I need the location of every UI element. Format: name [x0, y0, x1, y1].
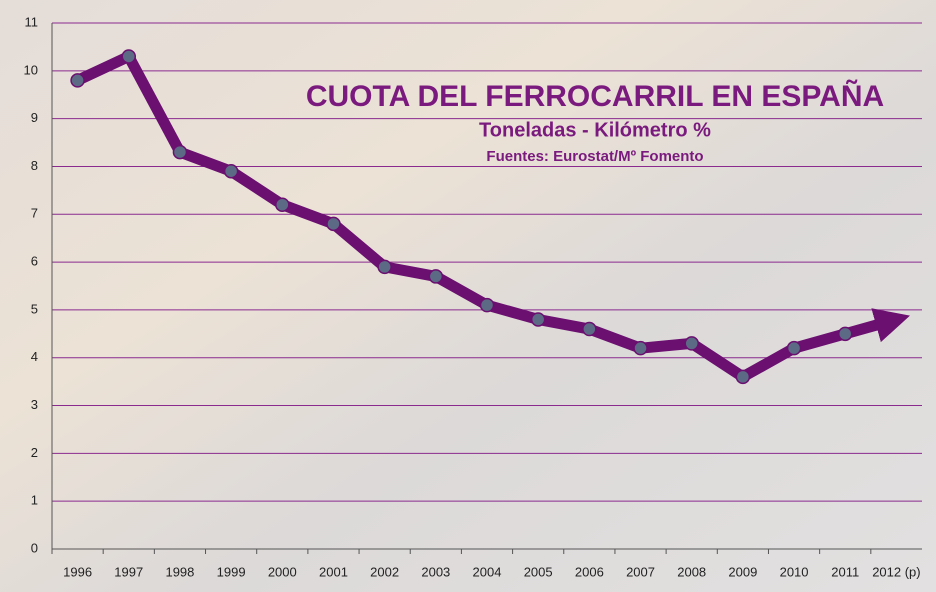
y-tick-label: 2 — [31, 445, 38, 460]
point-marker — [377, 259, 392, 275]
x-tick-label: 2002 — [370, 564, 399, 579]
y-tick-label: 3 — [31, 397, 38, 412]
y-tick-label: 0 — [31, 540, 38, 555]
x-tick-label: 2000 — [268, 564, 297, 579]
point-marker — [428, 269, 444, 284]
chart-subtitle: Toneladas - Kilómetro % — [479, 119, 711, 141]
point-marker — [326, 216, 341, 232]
x-tick-label: 2001 — [319, 564, 348, 579]
y-tick-label: 9 — [31, 110, 38, 125]
point-marker — [684, 336, 699, 351]
point-marker — [70, 73, 85, 88]
y-tick-label: 5 — [31, 301, 38, 316]
chart-source: Fuentes: Eurostat/Mº Fomento — [486, 148, 703, 165]
x-tick-label: 2003 — [421, 564, 450, 579]
x-tick-label: 2009 — [728, 564, 757, 579]
point-marker — [121, 49, 137, 64]
chart-title: CUOTA DEL FERROCARRIL EN ESPAÑA — [306, 79, 884, 113]
point-marker — [172, 144, 188, 160]
y-tick-label: 7 — [31, 206, 38, 221]
x-tick-label: 2004 — [473, 564, 502, 579]
y-tick-label: 6 — [31, 254, 38, 269]
x-tick-label: 1997 — [114, 564, 143, 579]
x-tick-label: 2008 — [677, 564, 706, 579]
x-tick-label: 2012 (p) — [872, 564, 920, 579]
y-tick-label: 11 — [25, 14, 39, 29]
x-tick-label: 1999 — [217, 564, 246, 579]
x-tick-label: 2010 — [780, 564, 809, 579]
x-tick-label: 2011 — [831, 564, 859, 579]
x-tick-label: 2006 — [575, 564, 604, 579]
x-tick-label: 2005 — [524, 564, 553, 579]
y-tick-label: 1 — [31, 493, 38, 508]
point-marker — [530, 312, 546, 327]
point-marker — [735, 369, 751, 385]
y-tick-label: 10 — [24, 62, 38, 77]
point-marker — [479, 297, 495, 313]
point-marker — [633, 340, 648, 356]
point-marker — [275, 197, 290, 212]
y-tick-label: 8 — [31, 158, 38, 173]
point-marker — [786, 340, 802, 356]
x-tick-label: 1998 — [165, 564, 194, 579]
x-tick-label: 2007 — [626, 564, 655, 579]
y-tick-label: 4 — [31, 349, 38, 364]
point-marker — [223, 163, 239, 179]
point-marker — [837, 326, 853, 342]
x-tick-label: 1996 — [63, 564, 92, 579]
point-marker — [582, 321, 597, 337]
